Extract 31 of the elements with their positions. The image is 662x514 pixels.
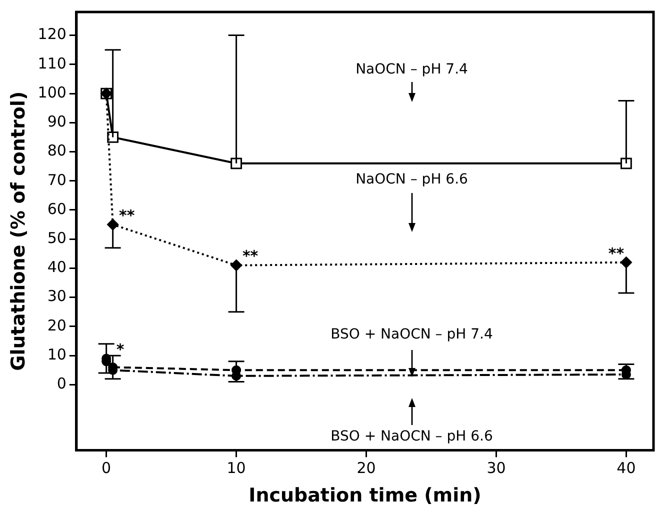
x-tick-label: 0 bbox=[102, 459, 112, 478]
y-tick-label: 10 bbox=[47, 345, 66, 364]
annotation: BSO + NaOCN – pH 6.6 bbox=[330, 428, 493, 445]
y-tick-label: 120 bbox=[38, 25, 66, 44]
y-tick-label: 20 bbox=[47, 316, 66, 334]
y-tick-label: 80 bbox=[47, 142, 66, 160]
annotation: BSO + NaOCN – pH 7.4 bbox=[330, 326, 493, 343]
annotation: NaOCN – pH 7.4 bbox=[356, 62, 468, 78]
point bbox=[230, 260, 242, 272]
annotation: * bbox=[116, 340, 124, 358]
annotation: ** bbox=[242, 247, 258, 266]
y-tick-label: 60 bbox=[47, 200, 66, 218]
x-tick-label: 10 bbox=[226, 459, 246, 478]
x-tick-label: 20 bbox=[356, 459, 376, 478]
x-axis-title: Incubation time (min) bbox=[248, 484, 482, 507]
y-tick-label: 40 bbox=[47, 258, 66, 276]
y-tick-label: 110 bbox=[38, 54, 66, 72]
annotation: NaOCN – pH 6.6 bbox=[356, 172, 468, 188]
point bbox=[620, 158, 632, 170]
x-tick-label: 40 bbox=[616, 459, 636, 478]
y-axis-title: Glutathione (% of control) bbox=[7, 91, 30, 371]
annotation: ** bbox=[608, 244, 624, 262]
y-tick-label: 100 bbox=[38, 83, 66, 102]
y-tick-label: 70 bbox=[47, 170, 66, 189]
point bbox=[230, 158, 242, 170]
y-tick-label: 50 bbox=[47, 229, 66, 247]
y-tick-label: 0 bbox=[56, 374, 66, 393]
annotation: ** bbox=[118, 206, 135, 224]
y-tick-label: 30 bbox=[47, 287, 66, 306]
y-tick-label: 90 bbox=[47, 112, 66, 131]
x-tick-label: 30 bbox=[486, 459, 506, 478]
